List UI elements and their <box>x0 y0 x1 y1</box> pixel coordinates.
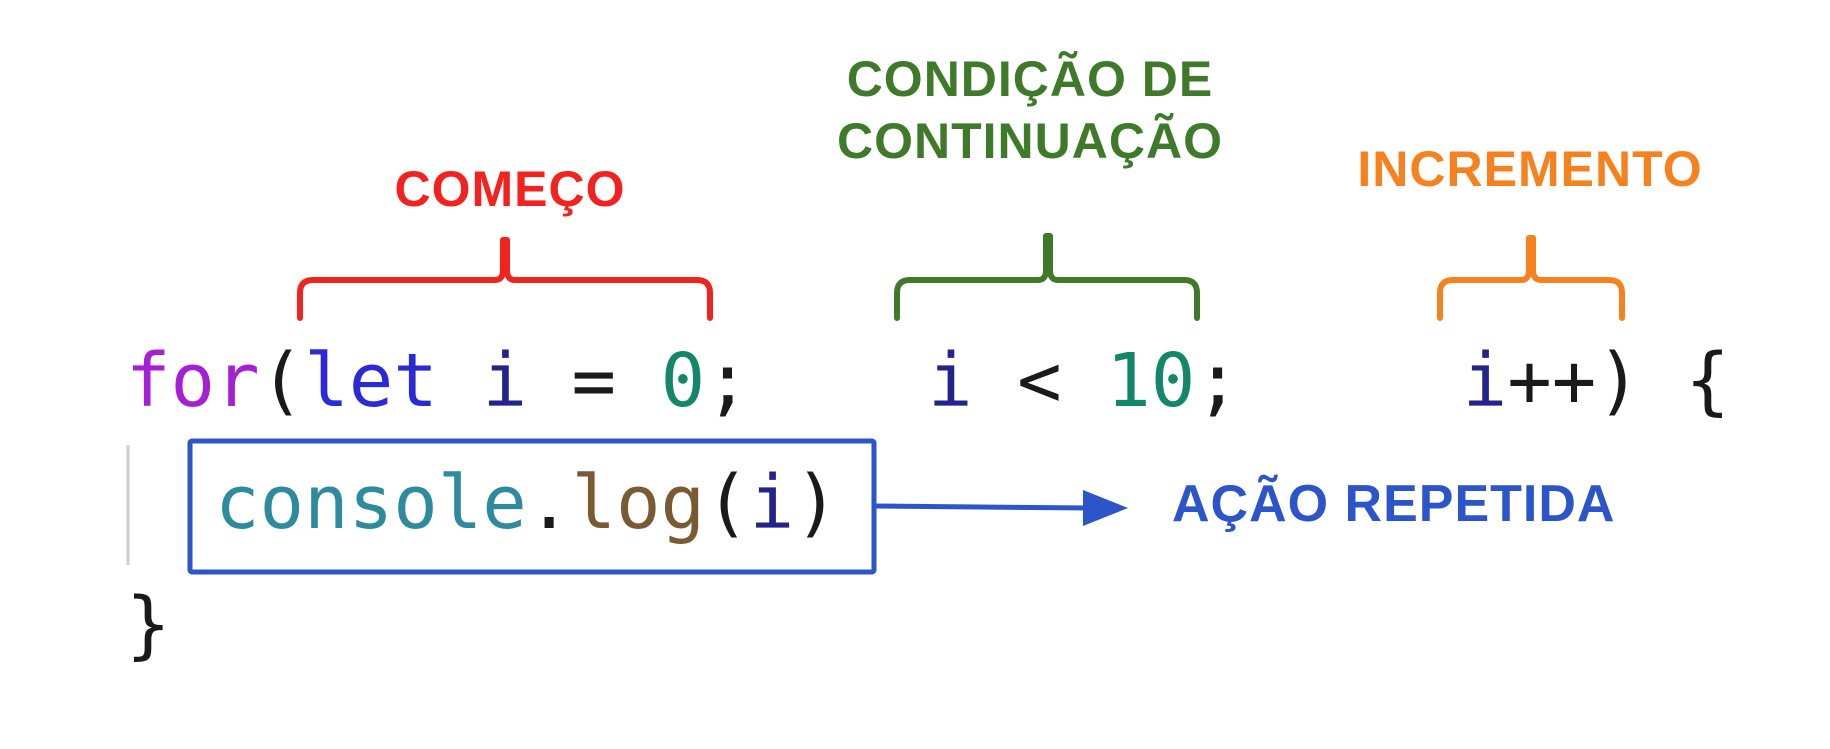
code-token-variable: i <box>1462 338 1508 424</box>
code-line-for-header: for(let i = 0; i < 10; i++) { <box>126 344 1730 418</box>
code-token-number: 0 <box>660 338 706 424</box>
condition-label-line1: CONDIÇÃO DE <box>846 51 1214 107</box>
code-token-punct: ( <box>259 338 305 424</box>
code-token-punct: . <box>526 460 572 546</box>
code-token-variable: i <box>482 338 527 424</box>
code-token-method: log <box>571 460 706 546</box>
code-token-number: 10 <box>1106 338 1196 424</box>
increment-label: INCREMENTO <box>1357 141 1703 197</box>
code-token-punct: ( <box>705 460 750 546</box>
code-token-punct: ++) { <box>1507 338 1730 424</box>
code-token-operator: = <box>527 338 661 424</box>
code-token-punct: ; <box>705 338 750 424</box>
condition-label-line2: CONTINUAÇÃO <box>837 113 1223 169</box>
action-label: AÇÃO REPETIDA <box>1172 475 1616 533</box>
code-token-punct: ) <box>794 460 839 546</box>
start-brace <box>297 237 713 321</box>
condition-brace <box>894 233 1200 321</box>
code-token-punct: ; <box>1195 338 1240 424</box>
action-arrow-head <box>1083 490 1128 526</box>
code-token-variable: i <box>749 460 795 546</box>
increment-brace <box>1437 235 1625 321</box>
code-line-console-log: console.log(i) <box>215 466 839 540</box>
action-arrow-line <box>873 503 1091 511</box>
code-token-object: console <box>215 460 527 546</box>
code-token-declaration: let <box>304 338 438 424</box>
start-label: COMEÇO <box>394 161 626 217</box>
code-line-closing-brace: } <box>126 582 171 668</box>
code-token-space <box>1240 338 1463 424</box>
code-token-space <box>750 338 928 424</box>
code-token-variable: i <box>928 338 973 424</box>
code-token-space <box>438 338 483 424</box>
code-token-keyword: for <box>126 338 260 424</box>
code-token-operator: < <box>972 338 1107 424</box>
